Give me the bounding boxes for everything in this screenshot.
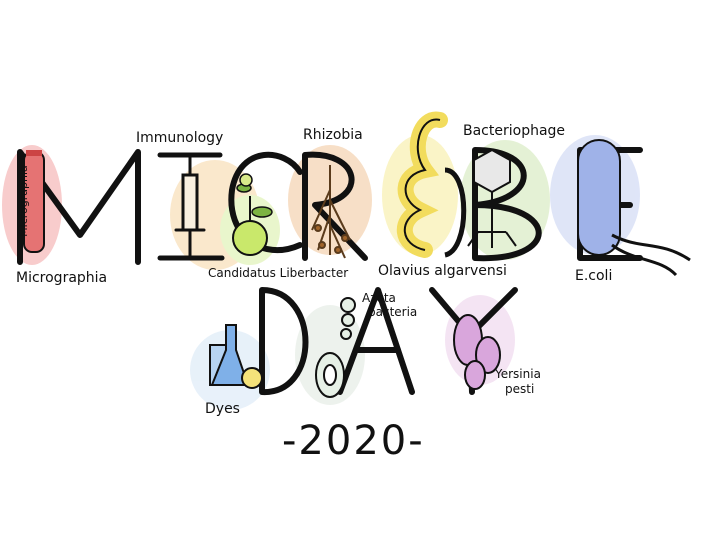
label-olavius: Olavius algarvensi [378,263,507,279]
letter-b [472,147,542,262]
year-text: -2020- [282,418,425,464]
rhizobia-roots-icon [311,165,351,259]
label-yersinia-line2: pesti [505,382,535,396]
ecoli-bacterium-icon [577,139,691,277]
citrus-fruit-icon [232,173,273,256]
label-azota-line1: Azota [362,291,396,305]
bacteriophage-icon [467,148,517,248]
label-micrographia: Micrographia [16,270,108,286]
label-azota-line2: bacteria [368,305,418,319]
label-candidatus: Candidatus Liberbacter [208,266,349,280]
label-micrographia-tube: Micrographia [16,165,30,237]
label-yersinia-line1: Yersinia [495,367,541,381]
yersinia-pestis-icon [453,314,501,390]
micrographia-tube-icon [23,150,45,253]
label-immunology: Immunology [136,130,224,146]
label-bacteriophage: Bacteriophage [463,123,566,139]
letter-o-worm-icon [396,111,467,258]
azotobacter-cell-icon [315,297,356,398]
letter-d [259,287,309,396]
label-rhizobia: Rhizobia [303,127,363,143]
flasks-icon [209,324,263,389]
letter-m [17,149,141,265]
letter-i-syringe-icon [157,152,225,261]
label-ecoli: E.coli [575,268,613,284]
letter-c [228,151,303,253]
letter-a [337,287,415,395]
label-dyes: Dyes [205,401,240,417]
